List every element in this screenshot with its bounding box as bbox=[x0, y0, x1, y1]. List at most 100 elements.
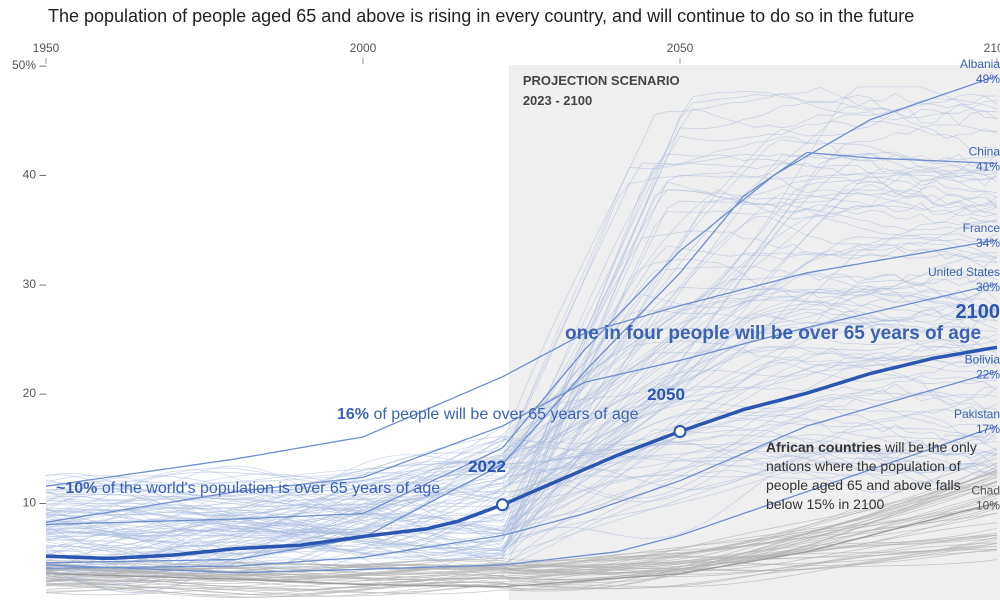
country-line bbox=[45, 437, 998, 583]
country-line bbox=[45, 176, 998, 560]
country-line bbox=[45, 272, 998, 515]
country-line bbox=[45, 284, 998, 550]
country-name-label: Albania bbox=[960, 57, 1000, 71]
highlight-text: ~10% of the world's population is over 6… bbox=[56, 480, 440, 497]
country-value-label: 34% bbox=[976, 236, 1000, 250]
world-series-line bbox=[45, 345, 998, 561]
african-country-line bbox=[45, 462, 998, 576]
country-name-label: France bbox=[963, 221, 1000, 235]
country-value-label: 41% bbox=[976, 159, 1000, 173]
highlight-year: 2100 bbox=[956, 301, 1000, 323]
country-line bbox=[45, 98, 998, 548]
x-tick-label: 2000 bbox=[350, 41, 377, 55]
country-line bbox=[45, 403, 998, 530]
x-tick-label: 2100 bbox=[984, 41, 1000, 55]
projection-range: 2023 - 2100 bbox=[523, 93, 592, 108]
x-tick-label: 1950 bbox=[33, 41, 60, 55]
country-line bbox=[45, 253, 998, 538]
highlight-marker bbox=[495, 498, 509, 512]
highlight-year: 2050 bbox=[647, 385, 685, 404]
highlight-rest: one in four people will be over 65 years… bbox=[565, 323, 981, 344]
country-line bbox=[45, 172, 998, 552]
country-line bbox=[45, 171, 998, 518]
country-line bbox=[45, 189, 998, 517]
country-line-chad bbox=[45, 501, 998, 588]
y-tick-label: 50% – bbox=[12, 58, 46, 72]
country-value-label: 49% bbox=[976, 72, 1000, 86]
country-line bbox=[45, 86, 998, 585]
country-line bbox=[45, 156, 998, 533]
x-tick-label: 2050 bbox=[667, 41, 694, 55]
highlight-annotations: 2022 ~10% of the world's population is ov… bbox=[56, 301, 1000, 497]
country-line bbox=[45, 349, 998, 535]
country-line bbox=[45, 414, 998, 517]
highlight-markers bbox=[495, 424, 687, 512]
country-line bbox=[45, 286, 998, 566]
country-line bbox=[46, 346, 998, 486]
country-name-label: China bbox=[969, 144, 1000, 158]
country-value-label: 10% bbox=[976, 499, 1000, 513]
highlight-lead: 16% bbox=[337, 406, 369, 423]
highlight-text: one in four people will be over 65 years… bbox=[565, 323, 981, 344]
country-value-label: 30% bbox=[976, 280, 1000, 294]
x-axis: 1950 2000 2050 2100 bbox=[33, 41, 1000, 64]
country-line bbox=[45, 153, 998, 565]
country-line bbox=[45, 307, 998, 533]
country-lines-background bbox=[45, 86, 998, 594]
highlight-year: 2022 bbox=[468, 457, 506, 476]
country-line-china bbox=[45, 151, 998, 564]
country-value-label: 22% bbox=[976, 367, 1000, 381]
country-line bbox=[45, 354, 998, 497]
country-line bbox=[45, 418, 998, 561]
country-line bbox=[45, 303, 998, 587]
country-line bbox=[45, 215, 998, 496]
highlight-lead: ~10% bbox=[56, 480, 97, 497]
country-line bbox=[45, 151, 998, 543]
country-line-albania bbox=[45, 75, 998, 526]
country-value-label: 17% bbox=[976, 422, 1000, 436]
country-name-label: Bolivia bbox=[965, 352, 1000, 366]
africa-note-line: nations where the population of bbox=[766, 458, 961, 474]
country-line bbox=[45, 323, 998, 564]
country-line bbox=[45, 90, 998, 531]
labeled-country-lines bbox=[45, 75, 998, 588]
africa-note-line: African countries will be the only bbox=[766, 439, 977, 455]
african-country-line bbox=[45, 542, 998, 584]
country-line bbox=[46, 392, 998, 574]
country-line bbox=[45, 467, 998, 532]
projection-title: PROJECTION SCENARIO bbox=[523, 73, 680, 88]
country-line bbox=[45, 441, 998, 518]
african-country-line bbox=[45, 539, 998, 584]
africa-note-line: people aged 65 and above falls bbox=[766, 477, 961, 493]
country-line-bolivia bbox=[46, 370, 998, 569]
country-name-label: Pakistan bbox=[954, 407, 1000, 421]
country-line bbox=[45, 393, 998, 588]
highlight-rest: of the world's population is over 65 yea… bbox=[97, 480, 440, 497]
y-tick-label: 10 – bbox=[23, 496, 47, 510]
country-line-pakistan bbox=[45, 425, 998, 574]
country-line bbox=[45, 279, 998, 547]
africa-note-bold: African countries bbox=[766, 439, 881, 455]
country-line bbox=[45, 389, 998, 524]
country-line bbox=[45, 230, 998, 493]
africa-annotation: African countries will be the only nation… bbox=[766, 439, 977, 512]
country-line bbox=[45, 93, 998, 516]
country-name-label: Chad bbox=[971, 484, 1000, 498]
african-country-line bbox=[45, 512, 998, 592]
highlight-text: 16% of people will be over 65 years of a… bbox=[337, 406, 639, 423]
country-line bbox=[45, 383, 998, 509]
africa-note-rest: will be the only bbox=[881, 439, 977, 455]
africa-note-line: below 15% in 2100 bbox=[766, 496, 885, 512]
country-line-france bbox=[45, 239, 998, 487]
country-line bbox=[45, 447, 998, 571]
african-country-line bbox=[45, 466, 998, 596]
country-line bbox=[45, 338, 998, 532]
highlight-marker bbox=[673, 424, 687, 438]
y-tick-label: 30 – bbox=[23, 277, 47, 291]
y-tick-label: 20 – bbox=[23, 386, 47, 400]
y-tick-label: 40 – bbox=[23, 167, 47, 181]
country-line bbox=[45, 309, 998, 486]
y-axis: 10 – 20 – 30 – 40 – 50% – bbox=[12, 58, 46, 510]
